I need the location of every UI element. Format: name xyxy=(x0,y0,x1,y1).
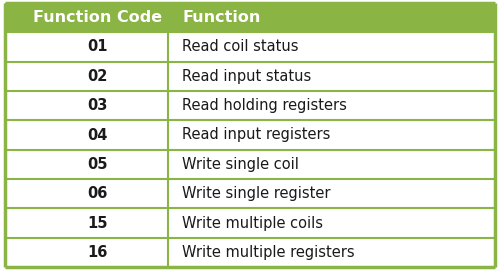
Text: Function: Function xyxy=(182,10,261,25)
Text: 16: 16 xyxy=(88,245,108,260)
Text: Read input status: Read input status xyxy=(182,69,312,84)
Bar xyxy=(5,3,495,32)
Text: Write multiple coils: Write multiple coils xyxy=(182,216,324,231)
Text: 03: 03 xyxy=(88,98,108,113)
Text: 05: 05 xyxy=(88,157,108,172)
Bar xyxy=(5,150,495,179)
Bar xyxy=(5,179,495,208)
Bar xyxy=(5,208,495,238)
Text: 06: 06 xyxy=(88,186,108,201)
Text: 02: 02 xyxy=(88,69,108,84)
Text: Function Code: Function Code xyxy=(33,10,162,25)
Bar xyxy=(5,91,495,120)
Text: Write single coil: Write single coil xyxy=(182,157,300,172)
Text: Read holding registers: Read holding registers xyxy=(182,98,348,113)
Text: Read input registers: Read input registers xyxy=(182,127,331,143)
Bar xyxy=(5,120,495,150)
Text: Write single register: Write single register xyxy=(182,186,331,201)
Text: 01: 01 xyxy=(88,39,108,54)
Bar xyxy=(5,62,495,91)
Bar xyxy=(5,238,495,267)
Bar xyxy=(5,32,495,62)
Text: Write multiple registers: Write multiple registers xyxy=(182,245,355,260)
Text: Read coil status: Read coil status xyxy=(182,39,299,54)
Text: 15: 15 xyxy=(88,216,108,231)
Text: 04: 04 xyxy=(88,127,108,143)
